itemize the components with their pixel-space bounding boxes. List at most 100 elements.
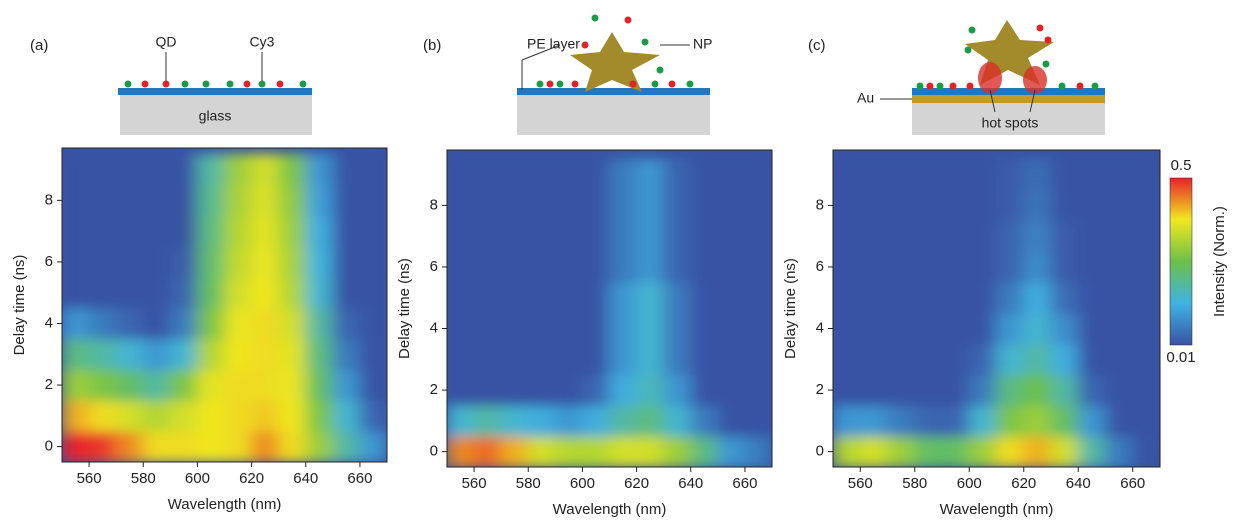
- heatmap-cell: [609, 343, 638, 376]
- heatmap-cell: [690, 435, 719, 467]
- heatmap-cell: [1023, 404, 1052, 437]
- x-tick-label: 660: [1120, 475, 1145, 492]
- heatmap-cell: [554, 220, 583, 253]
- heatmap-cell: [554, 404, 583, 437]
- heatmap-cell: [663, 343, 692, 376]
- heatmap-cell: [1105, 281, 1134, 314]
- heatmap-cell: [305, 369, 334, 401]
- heatmap-cell: [717, 281, 746, 314]
- heatmap-cell: [968, 343, 997, 376]
- heatmap-cell: [473, 281, 502, 314]
- heatmap-cell: [359, 184, 387, 217]
- heatmap-cell: [554, 158, 583, 191]
- x-tick-label: 560: [77, 470, 102, 487]
- heatmap-clip: [447, 158, 772, 467]
- heatmap-cell: [88, 153, 117, 186]
- heatmap-cell: [278, 369, 307, 401]
- heatmap-cell: [1050, 374, 1079, 406]
- heatmap-cell: [332, 369, 361, 401]
- heatmap-cell: [690, 404, 719, 437]
- heatmap-cell: [62, 430, 90, 462]
- heatmap-cell: [196, 215, 225, 248]
- heatmap-cell: [1023, 312, 1052, 345]
- heatmap-cell: [527, 343, 556, 376]
- heatmap-cell: [62, 399, 90, 432]
- heatmap-cell: [554, 312, 583, 345]
- heatmap-cell: [251, 184, 280, 217]
- heatmap-cell: [636, 374, 665, 406]
- heatmap-cell: [968, 404, 997, 437]
- heatmap-cell: [224, 369, 253, 401]
- heatmap-cell: [717, 251, 746, 283]
- heatmap-cell: [473, 435, 502, 467]
- heatmap-cell: [169, 338, 198, 371]
- heatmap-cell: [996, 158, 1025, 191]
- heatmap-cell: [142, 215, 171, 248]
- heatmap-cell: [581, 220, 610, 253]
- heatmap-cell: [1050, 435, 1079, 467]
- heatmap-cell: [581, 374, 610, 406]
- heatmap-cell: [690, 281, 719, 314]
- heatmap-cell: [1023, 435, 1052, 467]
- heatmap-cell: [1077, 343, 1106, 376]
- heatmap-cell: [968, 281, 997, 314]
- heatmap-cell: [447, 220, 475, 253]
- heatmap-cell: [62, 215, 90, 248]
- heatmap-cell: [332, 307, 361, 340]
- heatmap-cell: [996, 312, 1025, 345]
- heatmap-cell: [305, 399, 334, 432]
- heatmap-cell: [224, 430, 253, 462]
- heatmap-cell: [1132, 189, 1160, 222]
- heatmap-cell: [305, 276, 334, 309]
- heatmap-cell: [278, 399, 307, 432]
- heatmap-cell: [332, 215, 361, 248]
- heatmap-cell: [859, 281, 888, 314]
- heatmap-cell: [1050, 189, 1079, 222]
- heatmap-cell: [996, 374, 1025, 406]
- heatmap-cell: [251, 307, 280, 340]
- heatmap-cell: [359, 215, 387, 248]
- heatmap-cell: [968, 189, 997, 222]
- heatmap-cell: [527, 189, 556, 222]
- y-axis-label: Delay time (ns): [396, 258, 413, 359]
- heatmap-cell: [251, 338, 280, 371]
- heatmap-cell: [914, 435, 943, 467]
- heatmap-cell: [636, 404, 665, 437]
- heatmap-cell: [1105, 220, 1134, 253]
- heatmap-cell: [941, 404, 970, 437]
- heatmap-cell: [636, 189, 665, 222]
- heatmap-cell: [88, 430, 117, 462]
- heatmap-cell: [359, 399, 387, 432]
- heatmap-cell: [527, 374, 556, 406]
- heatmap-cell: [196, 430, 225, 462]
- heatmap-cell: [62, 369, 90, 401]
- heatmap-cell: [500, 374, 529, 406]
- heatmap-cell: [941, 158, 970, 191]
- heatmap-cell: [251, 153, 280, 186]
- heatmap-cell: [914, 374, 943, 406]
- y-tick-label: 0: [816, 443, 824, 460]
- heatmap-cell: [278, 307, 307, 340]
- heatmap-cell: [1132, 312, 1160, 345]
- heatmap-cell: [690, 189, 719, 222]
- heatmap-cell: [115, 369, 144, 401]
- heatmap-cell: [447, 189, 475, 222]
- heatmap-cell: [527, 281, 556, 314]
- heatmap-cell: [359, 307, 387, 340]
- y-tick-label: 4: [430, 319, 438, 336]
- heatmap-cell: [1023, 189, 1052, 222]
- heatmap-cell: [554, 251, 583, 283]
- heatmap-cell: [887, 343, 916, 376]
- heatmap-cell: [473, 312, 502, 345]
- heatmap-cell: [278, 246, 307, 278]
- heatmap-cell: [663, 435, 692, 467]
- heatmap-cell: [305, 338, 334, 371]
- heatmap-cell: [833, 435, 861, 467]
- heatmap-cell: [833, 281, 861, 314]
- heatmap-cell: [636, 158, 665, 191]
- heatmap-cell: [663, 220, 692, 253]
- heatmap-cell: [169, 215, 198, 248]
- heatmap-cell: [663, 189, 692, 222]
- heatmap-cell: [833, 220, 861, 253]
- heatmap-cell: [62, 153, 90, 186]
